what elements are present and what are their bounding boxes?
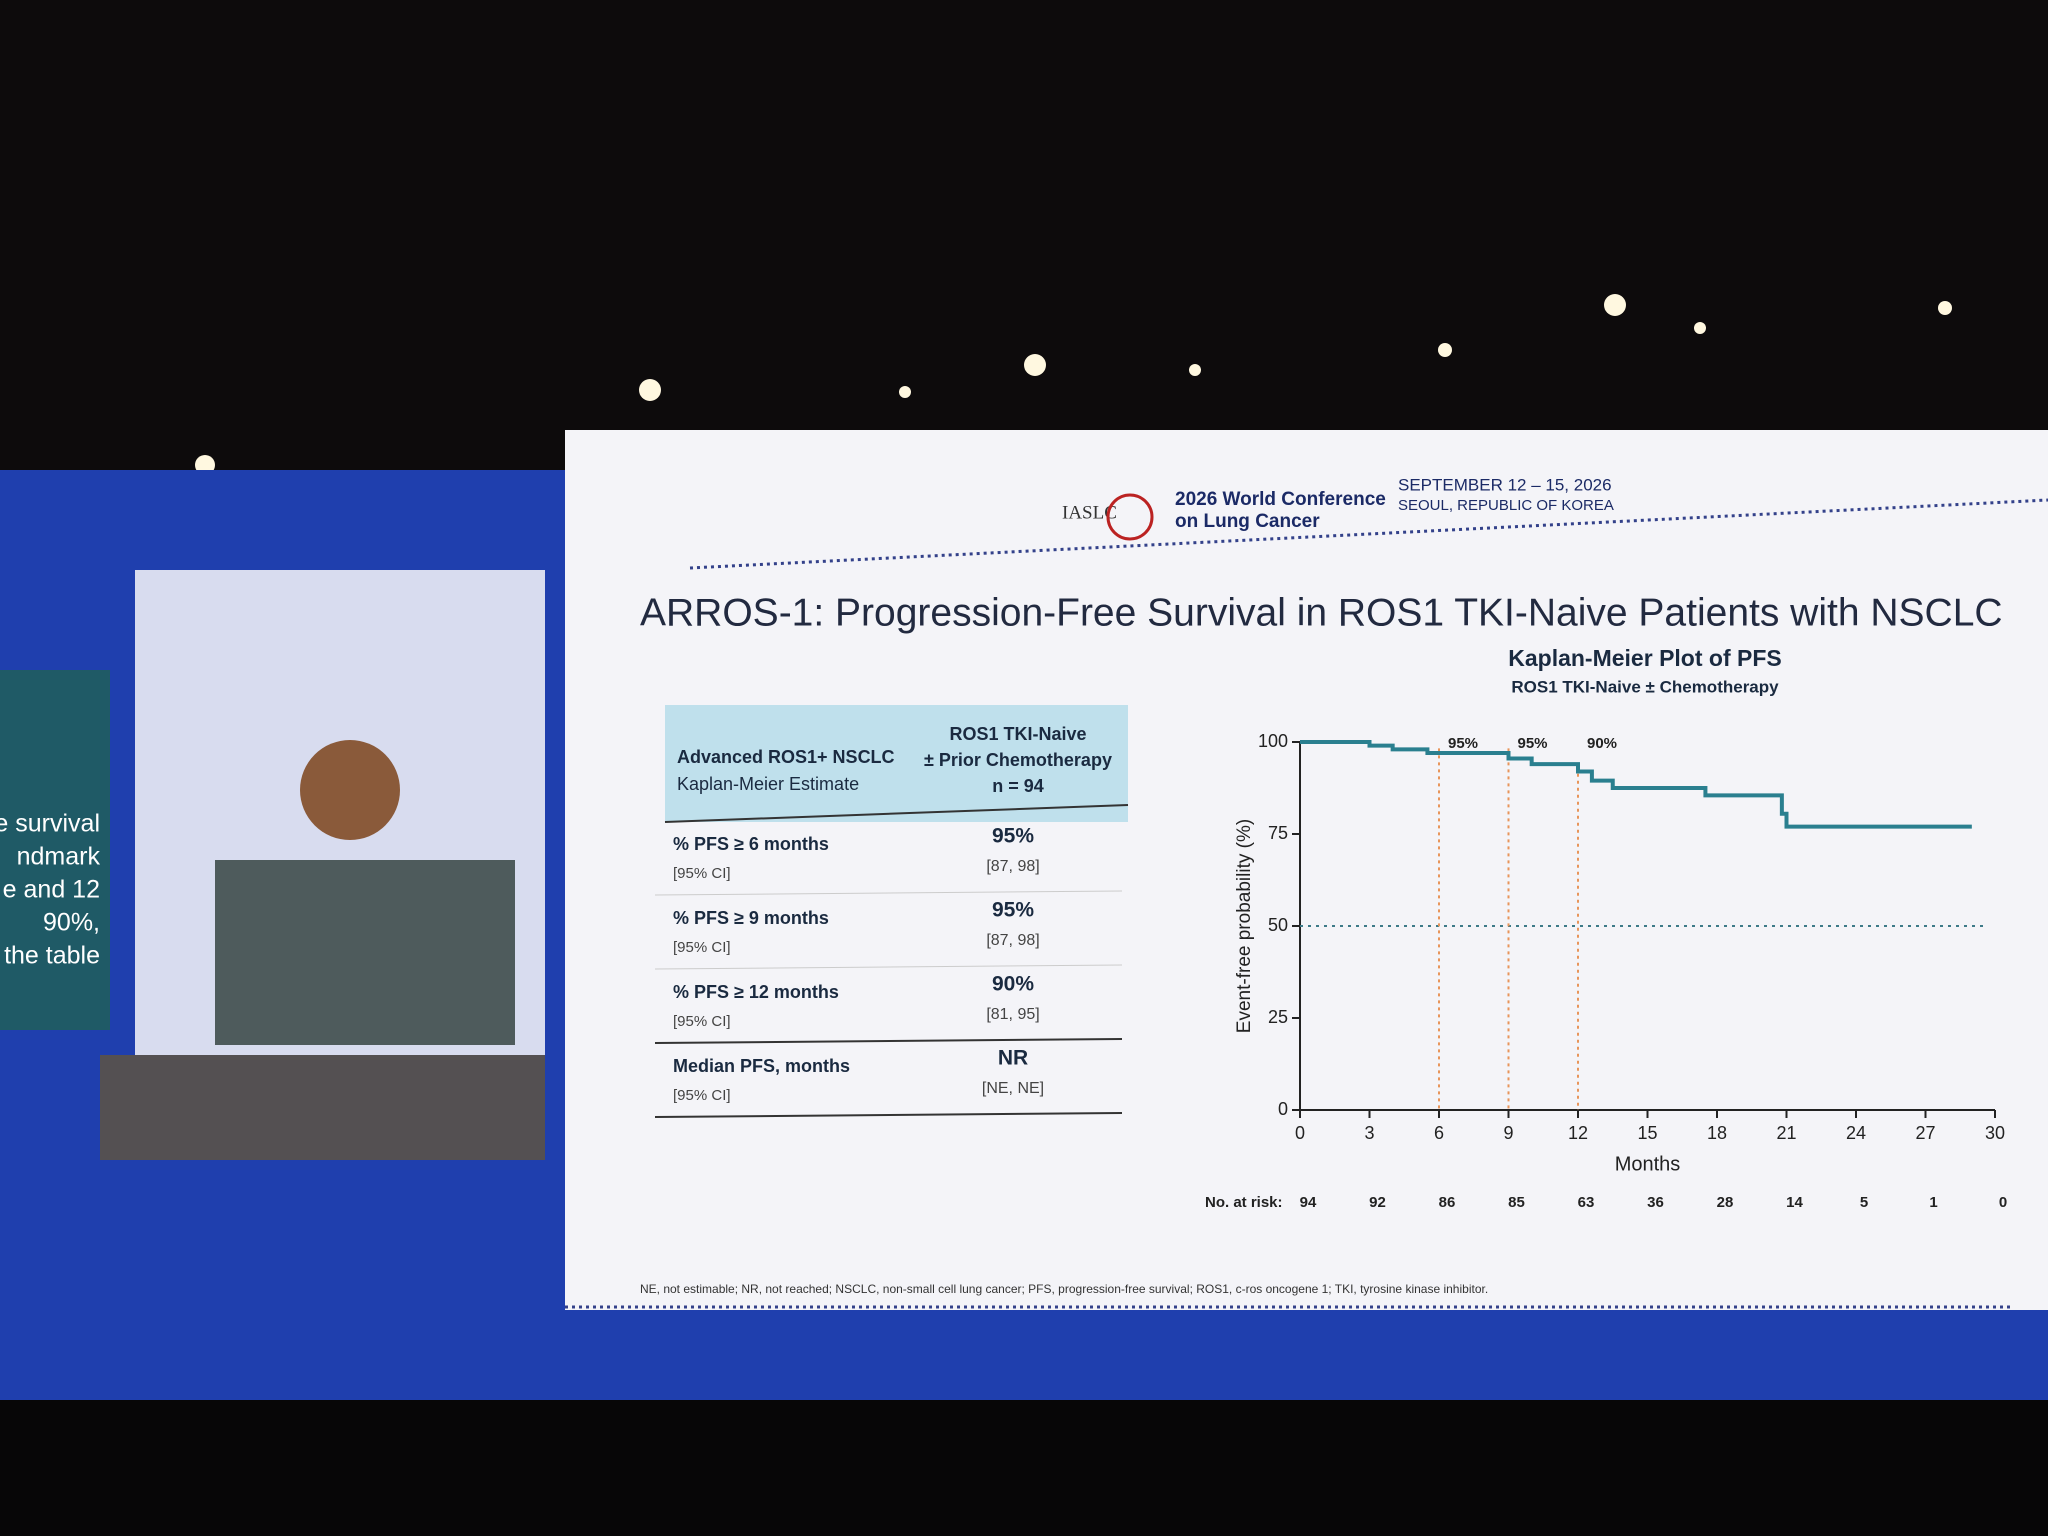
row-rule: [654, 1112, 1123, 1118]
at-risk-value: 36: [1647, 1194, 1664, 1211]
y-tick-label: 25: [1268, 1007, 1288, 1027]
y-tick-label: 75: [1268, 823, 1288, 843]
org-logo: IASLC: [1062, 502, 1117, 523]
chart-subtitle: ROS1 TKI-Naive ± Chemotherapy: [1511, 677, 1779, 696]
row-ci: [NE, NE]: [982, 1080, 1044, 1097]
row-rule: [654, 1038, 1123, 1044]
at-risk-label: No. at risk:: [1205, 1194, 1283, 1211]
side-text: 90%,: [43, 909, 100, 937]
side-text: e survival: [0, 810, 100, 838]
x-tick-label: 21: [1776, 1123, 1796, 1143]
row-ci: [81, 95]: [986, 1006, 1039, 1023]
x-tick-label: 6: [1434, 1123, 1444, 1143]
row-sub: [95% CI]: [673, 865, 731, 882]
row-value: NR: [998, 1047, 1028, 1070]
y-tick-label: 0: [1278, 1099, 1288, 1119]
table-header: ± Prior Chemotherapy: [924, 750, 1112, 770]
row-value: 90%: [992, 973, 1034, 996]
y-tick-label: 100: [1258, 731, 1288, 751]
x-tick-label: 3: [1364, 1123, 1374, 1143]
side-panel: [0, 670, 110, 1030]
side-text: ndmark: [17, 843, 101, 871]
row-sub: [95% CI]: [673, 1087, 731, 1104]
x-tick-label: 9: [1503, 1123, 1513, 1143]
table-header: Kaplan-Meier Estimate: [677, 774, 859, 794]
slide: [565, 430, 2048, 1310]
at-risk-value: 0: [1999, 1194, 2007, 1211]
x-tick-label: 15: [1637, 1123, 1657, 1143]
at-risk-value: 92: [1369, 1194, 1386, 1211]
at-risk-value: 86: [1439, 1194, 1456, 1211]
x-tick-label: 0: [1295, 1123, 1305, 1143]
row-label: % PFS ≥ 6 months: [673, 834, 829, 854]
x-tick-label: 24: [1846, 1123, 1866, 1143]
chart-title: Kaplan-Meier Plot of PFS: [1508, 645, 1781, 671]
km-curve: [1300, 740, 1972, 829]
speaker-figure: [215, 860, 515, 1045]
row-rule: [654, 964, 1123, 970]
header-rule: [689, 498, 2048, 570]
at-risk-value: 94: [1300, 1194, 1317, 1211]
at-risk-value: 14: [1786, 1194, 1803, 1211]
side-text: e and 12: [3, 876, 100, 904]
side-text: the table: [4, 942, 100, 970]
row-ci: [87, 98]: [986, 932, 1039, 949]
footnote: NE, not estimable; NR, not reached; NSCL…: [640, 1282, 1488, 1296]
conference-dates: SEPTEMBER 12 – 15, 2026: [1398, 475, 1612, 494]
table-header: n = 94: [992, 776, 1044, 796]
lectern: [100, 1055, 545, 1160]
conference-logo: [1106, 493, 1154, 541]
landmark-label: 95%: [1448, 735, 1478, 752]
y-tick-label: 50: [1268, 915, 1288, 935]
row-value: 95%: [992, 899, 1034, 922]
conference-location: SEOUL, REPUBLIC OF KOREA: [1398, 497, 1614, 514]
table-header: ROS1 TKI-Naive: [949, 724, 1086, 744]
conference-name: on Lung Cancer: [1175, 511, 1320, 532]
landmark-label: 90%: [1587, 735, 1617, 752]
at-risk-value: 85: [1508, 1194, 1525, 1211]
row-value: 95%: [992, 825, 1034, 848]
at-risk-value: 28: [1717, 1194, 1734, 1211]
row-label: Median PFS, months: [673, 1056, 850, 1076]
landmark-label: 95%: [1517, 735, 1547, 752]
row-label: % PFS ≥ 12 months: [673, 982, 839, 1002]
x-axis-label: Months: [1615, 1153, 1681, 1175]
table-header: Advanced ROS1+ NSCLC: [677, 747, 895, 767]
slide-title: ARROS-1: Progression-Free Survival in RO…: [640, 591, 2003, 634]
row-rule: [654, 890, 1123, 896]
audience: [0, 1400, 2048, 1536]
table-header-bg: [665, 705, 1128, 822]
at-risk-value: 1: [1929, 1194, 1937, 1211]
at-risk-value: 5: [1860, 1194, 1868, 1211]
at-risk-value: 63: [1578, 1194, 1595, 1211]
row-ci: [87, 98]: [986, 858, 1039, 875]
row-label: % PFS ≥ 9 months: [673, 908, 829, 928]
conference-name: 2026 World Conference: [1175, 489, 1386, 510]
y-axis-label: Event-free probability (%): [1234, 819, 1255, 1033]
x-tick-label: 18: [1707, 1123, 1727, 1143]
row-sub: [95% CI]: [673, 939, 731, 956]
x-tick-label: 27: [1915, 1123, 1935, 1143]
row-sub: [95% CI]: [673, 1013, 731, 1030]
table-rule: [664, 804, 1129, 823]
x-tick-label: 30: [1985, 1123, 2005, 1143]
x-tick-label: 12: [1568, 1123, 1588, 1143]
speaker-head: [300, 740, 400, 840]
